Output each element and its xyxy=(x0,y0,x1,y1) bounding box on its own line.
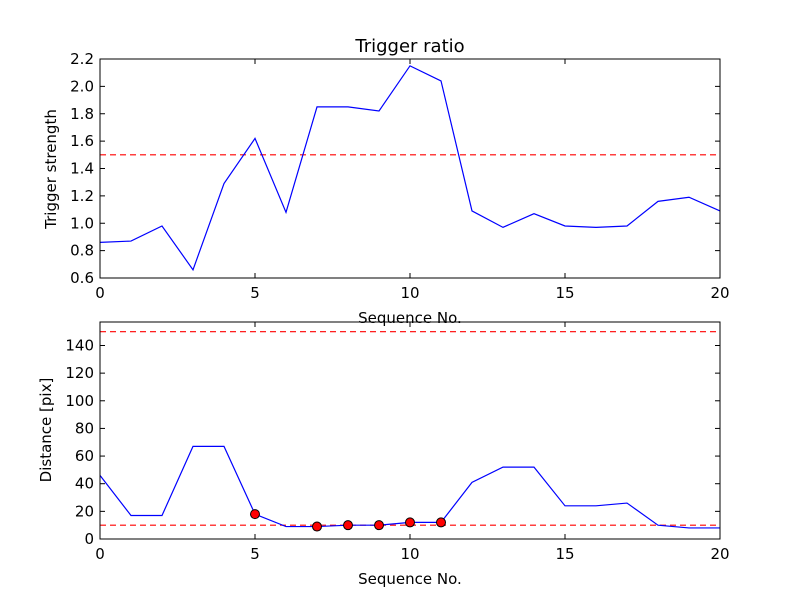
y-tick-label: 0.6 xyxy=(70,269,94,287)
data-point xyxy=(436,517,446,528)
y-tick-label: 1.0 xyxy=(70,214,94,232)
x-tick-label: 20 xyxy=(710,284,729,302)
y-tick-label: 80 xyxy=(75,419,94,437)
y-tick-label: 40 xyxy=(75,475,94,493)
x-tick-label: 5 xyxy=(250,284,260,302)
plot-area: 0 5 10 15 20 0 20 40 60 80 100 120 140 xyxy=(65,322,730,563)
y-tick-label: 20 xyxy=(75,502,94,520)
series-line xyxy=(99,65,721,272)
chart-trigger-ratio: Trigger ratio Sequence No. Trigger stren… xyxy=(42,36,730,327)
data-point xyxy=(405,517,415,528)
x-tick-label: 15 xyxy=(555,284,574,302)
y-tick-label: 1.4 xyxy=(70,160,94,178)
data-point xyxy=(250,509,260,520)
y-tick-label: 60 xyxy=(75,447,94,465)
y-tick-label: 2.0 xyxy=(70,77,94,95)
y-axis-label: Distance [pix] xyxy=(37,378,55,483)
plot-area: 0 5 10 15 20 0.6 0.8 1.0 1.2 1.4 1.6 1.8 2.0 2.2 xyxy=(70,50,729,302)
chart-distance: Sequence No. Distance [pix] 0 5 10 15 20 0 20 4… xyxy=(37,321,730,588)
y-axis-label: Trigger strength xyxy=(42,109,60,230)
y-tick-label: 0 xyxy=(84,530,94,548)
x-tick-label: 15 xyxy=(555,545,574,563)
y-tick-label: 120 xyxy=(65,364,94,382)
y-tick-label: 100 xyxy=(65,392,94,410)
y-tick-label: 1.2 xyxy=(70,187,94,205)
x-tick-label: 5 xyxy=(250,545,260,563)
chart-title: Trigger ratio xyxy=(354,36,464,57)
y-tick-label: 1.8 xyxy=(70,105,94,123)
x-tick-label: 0 xyxy=(95,545,105,563)
x-tick-label: 10 xyxy=(400,545,419,563)
y-tick-label: 1.6 xyxy=(70,132,94,150)
x-tick-label: 10 xyxy=(400,284,419,302)
data-point xyxy=(312,521,322,532)
y-tick-label: 0.8 xyxy=(70,242,94,260)
axes-frame xyxy=(99,58,721,279)
data-point xyxy=(374,520,384,531)
axes-frame xyxy=(99,321,721,540)
y-tick-label: 140 xyxy=(65,336,94,354)
data-point xyxy=(343,520,353,531)
x-tick-label: 20 xyxy=(710,545,729,563)
x-tick-label: 0 xyxy=(95,284,105,302)
y-tick-label: 2.2 xyxy=(70,50,94,68)
x-axis-label: Sequence No. xyxy=(358,570,462,588)
